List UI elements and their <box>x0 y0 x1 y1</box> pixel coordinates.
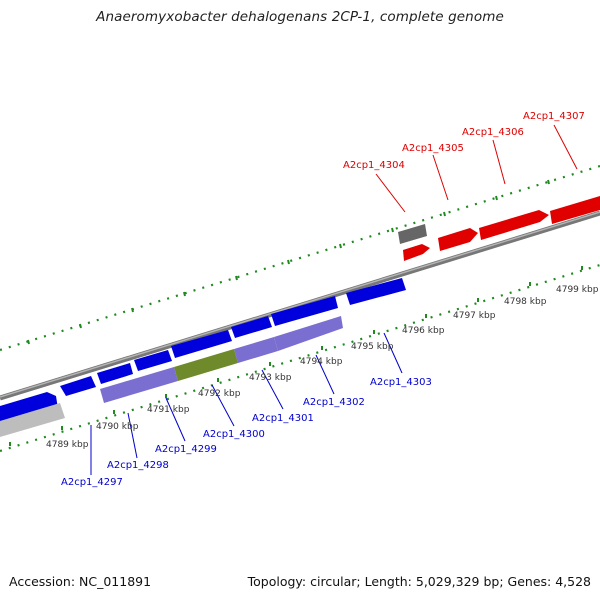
gene-label: A2cp1_4303 <box>370 377 432 388</box>
tick-track-inner <box>0 263 600 453</box>
gene-4304-red[interactable] <box>403 244 430 261</box>
forward-strand-genes <box>398 196 600 261</box>
kbp-label: 4797 kbp <box>453 311 496 321</box>
kbp-label: 4798 kbp <box>504 297 547 307</box>
kbp-label: 4790 kbp <box>96 422 139 432</box>
major-ticks-outer <box>27 179 550 345</box>
accession-text: Accession: NC_011891 <box>9 574 152 589</box>
kbp-labels: 4789 kbp 4790 kbp 4791 kbp 4792 kbp 4793… <box>46 285 599 450</box>
gene-4300[interactable] <box>134 350 172 371</box>
kbp-label: 4791 kbp <box>147 405 190 415</box>
gene-4305[interactable] <box>438 228 478 251</box>
gene-4297-gray[interactable] <box>0 403 65 437</box>
gene-4306[interactable] <box>479 210 549 240</box>
gene-4303b[interactable] <box>346 278 406 305</box>
gene-label: A2cp1_4299 <box>155 444 217 455</box>
gene-label: A2cp1_4305 <box>402 143 464 154</box>
gene-4300-olive[interactable] <box>174 349 238 381</box>
gene-4307[interactable] <box>550 196 600 224</box>
tick-track-outer <box>0 164 600 352</box>
gene-label: A2cp1_4302 <box>303 397 365 408</box>
genome-summary-text: Topology: circular; Length: 5,029,329 bp… <box>247 574 591 589</box>
gene-4297-blue[interactable] <box>0 392 58 424</box>
gene-label: A2cp1_4307 <box>523 111 585 122</box>
genome-title: Anaeromyxobacter dehalogenans 2CP-1, com… <box>96 9 504 25</box>
kbp-label: 4793 kbp <box>249 373 292 383</box>
gene-4299[interactable] <box>97 363 133 384</box>
kbp-label: 4792 kbp <box>198 389 241 399</box>
kbp-label: 4799 kbp <box>556 285 599 295</box>
gene-4301-purple[interactable] <box>234 337 278 363</box>
gene-label: A2cp1_4301 <box>252 413 314 424</box>
kbp-label: 4796 kbp <box>402 326 445 336</box>
gene-4299-purple[interactable] <box>100 367 178 403</box>
lower-track-genes <box>0 316 343 437</box>
gene-4302[interactable] <box>231 316 272 338</box>
gene-label: A2cp1_4306 <box>462 127 524 138</box>
major-ticks-inner <box>9 266 583 446</box>
kbp-label: 4794 kbp <box>300 357 343 367</box>
gene-4304[interactable] <box>398 224 427 244</box>
reverse-strand-genes <box>0 278 406 424</box>
gene-labels: A2cp1_4297 A2cp1_4298 A2cp1_4299 A2cp1_4… <box>61 111 585 488</box>
gene-4302-purple[interactable] <box>274 316 343 351</box>
gene-4298[interactable] <box>60 376 96 396</box>
genome-backbone <box>0 210 600 401</box>
gene-4301[interactable] <box>171 330 232 358</box>
gene-label: A2cp1_4298 <box>107 460 169 471</box>
leader-lines <box>90 124 578 475</box>
gene-label: A2cp1_4304 <box>343 160 405 171</box>
kbp-label: 4795 kbp <box>351 342 394 352</box>
kbp-label: 4789 kbp <box>46 440 89 450</box>
gene-label: A2cp1_4300 <box>203 429 265 440</box>
gene-label: A2cp1_4297 <box>61 477 123 488</box>
gene-4303[interactable] <box>271 296 338 326</box>
